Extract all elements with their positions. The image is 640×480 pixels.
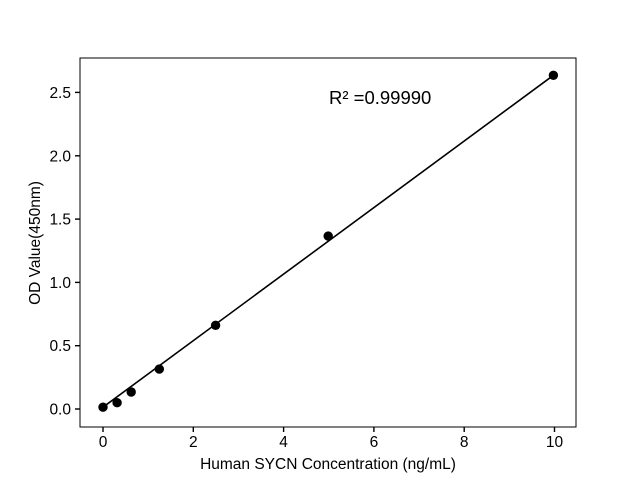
svg-text:OD Value(450nm): OD Value(450nm) xyxy=(27,181,44,305)
svg-text:6: 6 xyxy=(370,434,379,451)
svg-text:Human SYCN Concentration (ng/m: Human SYCN Concentration (ng/mL) xyxy=(200,456,456,473)
svg-text:4: 4 xyxy=(279,434,288,451)
svg-text:10: 10 xyxy=(546,434,564,451)
svg-text:0: 0 xyxy=(99,434,108,451)
svg-text:2.0: 2.0 xyxy=(49,148,71,165)
svg-text:1.5: 1.5 xyxy=(49,212,71,229)
svg-text:2.5: 2.5 xyxy=(49,85,71,102)
svg-text:1.0: 1.0 xyxy=(49,275,71,292)
svg-text:8: 8 xyxy=(460,434,469,451)
svg-text:2: 2 xyxy=(189,434,198,451)
svg-text:R² =0.99990: R² =0.99990 xyxy=(329,87,431,108)
svg-text:0.5: 0.5 xyxy=(49,338,71,355)
svg-text:0.0: 0.0 xyxy=(49,402,71,419)
